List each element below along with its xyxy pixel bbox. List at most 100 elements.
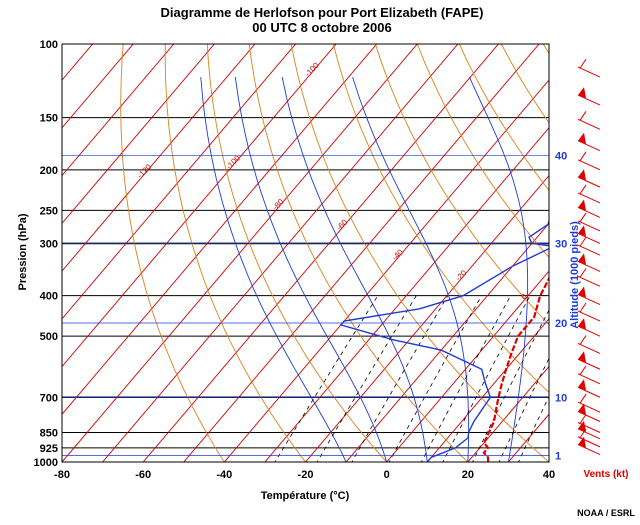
isotherm-line [62,44,256,272]
isotherm-line [62,44,215,224]
wind-barb-staff [577,325,601,337]
wind-barb-flag [578,286,586,298]
wind-barb-flag [578,253,586,265]
wind-barb-feather [579,268,587,278]
chart-title: Diagramme de Herlofson pour Port Elizabe… [161,5,484,20]
wind-barb-feather [579,58,587,69]
x-tick-label: -40 [216,469,232,481]
wind-barb-staff [577,232,601,244]
y-tick-label: 925 [40,443,58,455]
wind-barb-staff [577,159,601,171]
wind-barb-staff [577,358,601,370]
isotherm-line [142,44,500,462]
wind-barb-staff [577,207,601,218]
wind-barb-staff [577,401,601,413]
dry-adiabat-line [206,44,388,462]
mixing-ratio-line [420,295,511,462]
mixing-ratio-line [351,295,449,462]
y-tick-label: 500 [40,331,58,343]
wind-barb-staff [577,386,601,398]
wind-barb-staff [577,244,601,256]
wind-barb-flag [578,403,586,415]
x-axis-label: Température (°C) [261,490,350,502]
temperature-line [482,276,549,462]
wind-barb-staff [577,444,601,456]
y-tick-label: 300 [40,238,58,250]
isotherm-line [101,44,459,462]
wind-barb-staff [577,275,601,287]
wind-barb-staff [577,310,601,322]
wind-barb-staff [577,436,601,448]
mixing-ratio-line [316,295,417,462]
y-tick-label: 200 [40,165,58,177]
moist-adiabat-line [281,77,428,462]
altitude-tick-label: 30 [555,238,567,250]
dry-adiabat-line [248,44,469,462]
wind-barb-staff [577,220,601,232]
moist-adiabat-line [548,459,549,462]
isotherm-line [62,44,418,462]
isotherm-label: -120 [136,162,154,180]
isotherm-line [386,270,549,462]
moist-adiabat-line [352,76,470,462]
wind-barb-flag [578,169,586,181]
wind-barb-feather [579,184,587,195]
altitude-tick-label: 40 [555,151,567,163]
plot-area: -100-120-100-80-60-40-200 [62,44,640,471]
wind-barb-staff [577,260,601,272]
wind-barb-staff [577,411,601,422]
isotherm-line [304,174,549,462]
wind-barb-staff [577,422,601,433]
dry-adiabat-line [585,44,640,471]
isotherm-line [223,79,549,462]
wind-barb-staff [577,428,601,440]
isotherm-line [62,44,297,320]
isotherm-line [62,44,175,177]
dry-adiabat-line [374,44,549,326]
plot-frame [61,43,550,463]
wind-barb-feather [579,365,587,376]
wind-barb-flag [578,87,586,99]
wind-barb-staff [577,140,601,152]
moist-adiabat-line [200,77,347,462]
dry-adiabat-line [458,44,549,191]
mixing-ratio-line [442,295,531,462]
wind-barb-staff [577,176,601,188]
wind-barb-flag [578,379,586,391]
wind-barb-feather [579,393,587,404]
wind-barb-feather [579,236,587,247]
wind-barb-feather [579,212,587,223]
y-tick-label: 850 [40,427,58,439]
isotherm-label: -20 [454,268,469,283]
wind-barb-staff [577,373,601,385]
x-tick-label: -20 [298,469,314,481]
wind-barb-feather [579,335,587,345]
isotherm-line [345,222,549,462]
wind-barb-flag [578,199,586,211]
dry-adiabat-line [627,44,640,471]
x-tick-label: 0 [384,469,390,481]
chart-subtitle: 00 UTC 8 octobre 2006 [252,20,391,35]
moist-adiabat-line [234,77,388,462]
mixing-ratio-line [498,357,549,462]
isotherm-line [426,318,549,462]
dry-adiabat-line [332,44,549,394]
isotherm-line [467,365,549,462]
altitude-tick-label: 10 [555,392,567,404]
dewpoint-line [339,218,549,462]
dry-adiabat-line [120,44,225,462]
mixing-ratio-line [472,309,549,462]
isotherm-line [62,44,337,368]
isotherm-line [183,44,540,462]
wind-barb-flag [578,318,586,330]
altitude-tick-label: 1 [555,451,561,463]
y-tick-label: 250 [40,205,58,217]
dry-adiabat-line [164,44,307,462]
wind-barb-feather [579,151,587,162]
wind-barb-feather [579,111,587,121]
wind-barb-flag [578,132,586,144]
isotherm-label: -80 [271,197,286,212]
isotherm-line [62,44,134,129]
wind-barb-staff [577,294,601,305]
